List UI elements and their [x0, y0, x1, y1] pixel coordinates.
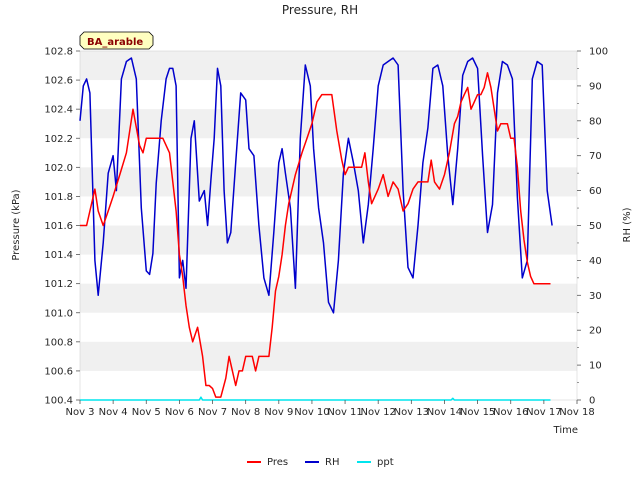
left-tick-label: 102.0 — [44, 163, 73, 174]
left-tick-label: 102.2 — [44, 134, 73, 145]
grid-band — [80, 167, 577, 197]
left-tick-label: 101.0 — [44, 308, 73, 319]
legend-label-rh: RH — [325, 457, 339, 468]
y-axis-label-left: Pressure (kPa) — [11, 189, 22, 260]
left-tick-label: 102.4 — [44, 105, 73, 116]
series-line-ppt — [80, 396, 551, 401]
right-tick-label: 90 — [589, 81, 602, 92]
left-tick-label: 101.4 — [44, 250, 73, 261]
x-tick-label: Nov 16 — [493, 407, 528, 418]
left-tick-label: 100.6 — [44, 366, 73, 377]
x-tick-label: Nov 4 — [99, 407, 128, 418]
x-tick-label: Nov 7 — [198, 407, 227, 418]
site-label-background — [79, 31, 154, 50]
left-axis: 100.4 100.6 100.8 101.0 101.2 101.4 101.6 101.8… — [44, 47, 80, 407]
x-tick-label: Nov 5 — [132, 407, 161, 418]
grid-band — [80, 225, 577, 255]
x-tick-label: Nov 15 — [460, 407, 495, 418]
left-tick-label: 102.6 — [44, 76, 73, 87]
right-tick-label: 80 — [589, 116, 602, 127]
grid-band — [80, 109, 577, 139]
site-label: BA_arable — [87, 37, 143, 48]
legend: Pres RH ppt — [247, 457, 394, 468]
y-axis-label-right: RH (%) — [622, 207, 633, 242]
grid-band — [80, 51, 577, 81]
site-label-box: BA_arable — [79, 31, 154, 50]
right-tick-label: 0 — [589, 396, 595, 407]
x-tick-label: Nov 14 — [427, 407, 462, 418]
right-tick-label: 40 — [589, 256, 602, 267]
x-tick-label: Nov 11 — [327, 407, 362, 418]
left-tick-label: 101.6 — [44, 221, 73, 232]
x-tick-label: Nov 3 — [65, 407, 94, 418]
right-tick-label: 50 — [589, 221, 602, 232]
legend-label-pres: Pres — [267, 457, 288, 468]
left-tick-label: 100.8 — [44, 337, 73, 348]
left-tick-label: 101.8 — [44, 192, 73, 203]
x-tick-label: Nov 10 — [294, 407, 329, 418]
left-tick-label: 100.4 — [44, 396, 73, 407]
grid-band — [80, 341, 577, 371]
x-tick-label: Nov 17 — [526, 407, 561, 418]
chart-title: Pressure, RH — [282, 3, 358, 17]
x-tick-label: Nov 12 — [360, 407, 395, 418]
legend-label-ppt: ppt — [377, 457, 394, 468]
right-tick-label: 20 — [589, 326, 602, 337]
x-axis-label: Time — [553, 425, 578, 436]
series-line-pres — [80, 72, 551, 398]
x-tick-label: Nov 9 — [264, 407, 293, 418]
right-tick-label: 100 — [589, 47, 608, 58]
left-tick-label: 102.8 — [44, 47, 73, 58]
right-tick-label: 60 — [589, 186, 602, 197]
x-tick-label: Nov 13 — [394, 407, 429, 418]
right-axis: 0 10 20 30 40 50 60 70 80 90 100 — [577, 47, 608, 407]
x-tick-label: Nov 18 — [559, 407, 594, 418]
x-tick-label: Nov 8 — [231, 407, 260, 418]
right-tick-label: 10 — [589, 361, 602, 372]
right-tick-label: 30 — [589, 291, 602, 302]
series-line-rh — [79, 57, 553, 314]
x-tick-label: Nov 6 — [165, 407, 194, 418]
series-layer — [79, 57, 553, 401]
x-axis: Nov 3 Nov 4 Nov 5 Nov 6 Nov 7 Nov 8 Nov 9 Nov 1… — [65, 400, 595, 418]
left-tick-label: 101.2 — [44, 279, 73, 290]
right-tick-label: 70 — [589, 151, 602, 162]
